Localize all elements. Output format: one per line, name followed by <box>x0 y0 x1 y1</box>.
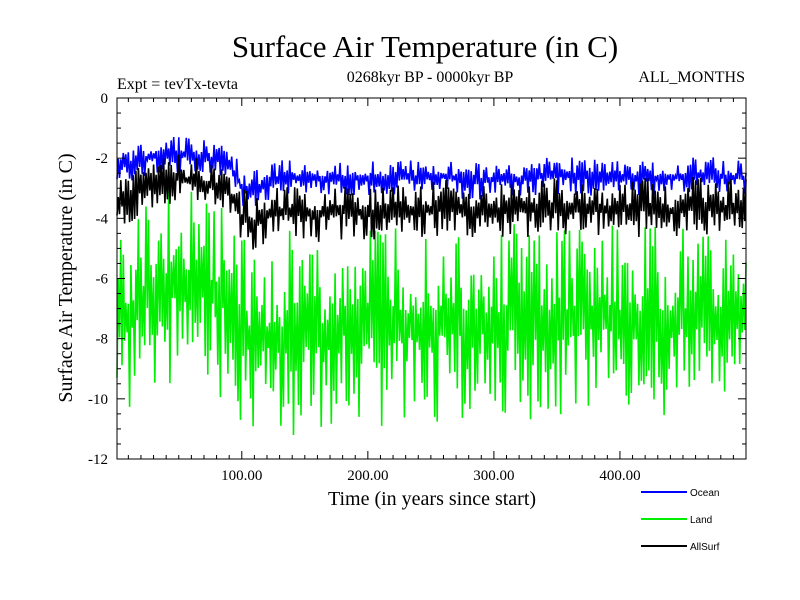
legend-label-allsurf: AllSurf <box>690 542 720 553</box>
x-tick-label: 400.00 <box>599 468 640 484</box>
y-axis-label: Surface Air Temperature (in C) <box>55 153 77 402</box>
x-axis-label: Time (in years since start) <box>328 488 536 510</box>
legend: Ocean Land AllSurf <box>641 488 720 553</box>
months-label: ALL_MONTHS <box>638 69 745 86</box>
x-axis: 100.00 200.00 300.00 400.00 <box>127 98 734 484</box>
y-tick-label: 0 <box>101 91 109 107</box>
y-tick-label: -8 <box>96 332 109 348</box>
chart-title: Surface Air Temperature (in C) <box>232 29 618 64</box>
x-tick-label: 100.00 <box>221 468 262 484</box>
y-tick-label: -6 <box>96 272 109 288</box>
y-tick-label: -12 <box>88 452 108 468</box>
plot-series <box>116 137 747 436</box>
legend-label-ocean: Ocean <box>690 488 719 499</box>
series-line-allsurf <box>116 154 747 250</box>
expt-label: Expt = tevTx-tevta <box>117 76 238 93</box>
series-line-land <box>116 187 747 436</box>
x-tick-label: 200.00 <box>347 468 388 484</box>
y-axis: 0 -2 -4 -6 -8 -10 -12 <box>88 91 746 468</box>
legend-label-land: Land <box>690 515 712 526</box>
series-line-ocean <box>116 137 747 206</box>
x-tick-label: 300.00 <box>473 468 514 484</box>
y-tick-label: -10 <box>88 392 108 408</box>
chart-subtitle: 0268kyr BP - 0000kyr BP <box>347 69 514 86</box>
y-tick-label: -2 <box>96 151 109 167</box>
y-tick-label: -4 <box>96 211 109 227</box>
